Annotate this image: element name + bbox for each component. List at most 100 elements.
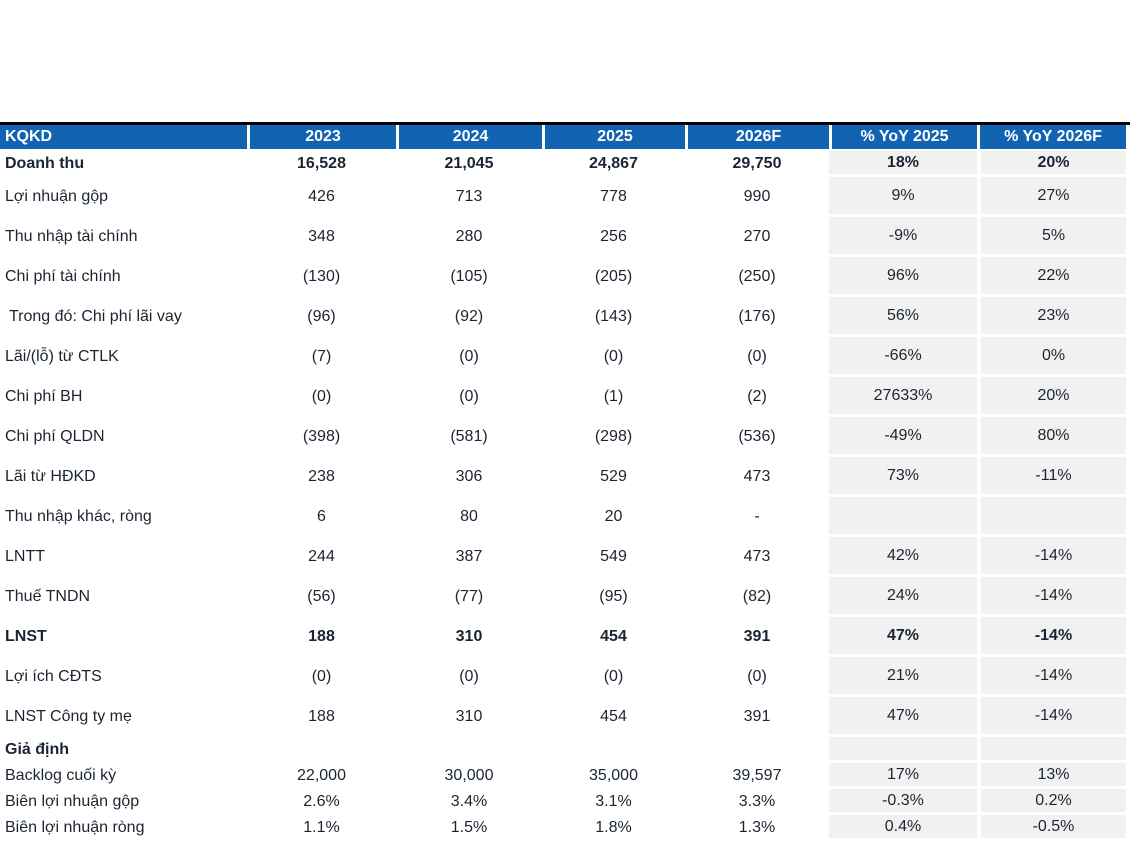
value-cell: 1.3%: [738, 819, 776, 836]
row-label: Chi phí QLDN: [5, 428, 105, 445]
table-row: Lợi ích CĐTS (0) (0) (0) (0) 21% -14%: [0, 657, 1126, 697]
yoy-value-cell: 23%: [977, 297, 1126, 337]
value-cell: (0): [747, 348, 767, 365]
yoy-value-cell: 0.2%: [977, 789, 1126, 815]
yoy-value-cell: -14%: [977, 657, 1126, 697]
row-label: Lợi ích CĐTS: [5, 668, 102, 685]
table-row: Thu nhập tài chính 348 280 256 270 -9% 5%: [0, 217, 1126, 257]
table-row: Thuế TNDN (56) (77) (95) (82) 24% -14%: [0, 577, 1126, 617]
value-cell: 3.3%: [738, 793, 776, 810]
value-cell: (176): [738, 308, 776, 325]
yoy-value-cell: -49%: [829, 417, 977, 457]
value-cell: 256: [600, 228, 627, 245]
yoy-value-cell: 27633%: [829, 377, 977, 417]
value-cell: 454: [600, 628, 627, 645]
value-cell: (95): [599, 588, 628, 605]
yoy-value-cell: -0.5%: [977, 815, 1126, 841]
value-cell: (0): [459, 388, 479, 405]
value-cell: (0): [459, 668, 479, 685]
value-cell: (56): [307, 588, 336, 605]
value-cell: 306: [455, 468, 483, 485]
value-cell: 3.4%: [450, 793, 488, 810]
column-header-yoy-2025: % YoY 2025: [829, 125, 977, 151]
row-label: Biên lợi nhuận ròng: [5, 819, 145, 836]
value-cell: 2.6%: [303, 793, 340, 810]
value-cell: 3.1%: [595, 793, 632, 810]
value-cell: (298): [594, 428, 633, 445]
value-cell: 391: [743, 628, 771, 645]
yoy-value-cell: 0%: [977, 337, 1126, 377]
column-header-2026f: 2026F: [685, 125, 829, 151]
value-cell: (0): [311, 388, 332, 405]
table-row: Trong đó: Chi phí lãi vay (96) (92) (143) (1…: [0, 297, 1126, 337]
value-cell: (143): [594, 308, 633, 325]
value-cell: 30,000: [444, 767, 494, 784]
column-header-2025: 2025: [542, 125, 685, 151]
row-label: Lãi từ HĐKD: [5, 468, 96, 485]
yoy-value-cell: -9%: [829, 217, 977, 257]
value-cell: 454: [600, 708, 627, 725]
row-label: LNST Công ty mẹ: [5, 708, 132, 725]
value-cell: 473: [743, 468, 771, 485]
yoy-value-cell: 20%: [977, 151, 1126, 177]
table-row: LNST 188 310 454 391 47% -14%: [0, 617, 1126, 657]
yoy-value-cell: 24%: [829, 577, 977, 617]
value-cell: [542, 737, 685, 763]
value-cell: 280: [455, 228, 483, 245]
value-cell: (0): [747, 668, 767, 685]
value-cell: (581): [450, 428, 488, 445]
value-cell: (82): [742, 588, 772, 605]
yoy-value-cell: 96%: [829, 257, 977, 297]
value-cell: 80: [460, 508, 478, 525]
value-cell: 310: [455, 708, 483, 725]
income-statement-table: KQKD 2023 2024 2025 2026F % YoY 2025 % Y…: [0, 125, 1126, 841]
row-label: Chi phí tài chính: [5, 268, 121, 285]
value-cell: (250): [738, 268, 776, 285]
value-cell: (105): [450, 268, 488, 285]
value-cell: (96): [307, 308, 336, 325]
value-cell: 16,528: [297, 155, 346, 172]
yoy-value-cell: 80%: [977, 417, 1126, 457]
value-cell: 387: [455, 548, 483, 565]
table-row: Backlog cuối kỳ 22,000 30,000 35,000 39,597 1…: [0, 763, 1126, 789]
yoy-value-cell: -11%: [977, 457, 1126, 497]
yoy-value-cell: 22%: [977, 257, 1126, 297]
value-cell: (77): [454, 588, 484, 605]
yoy-value-cell: 17%: [829, 763, 977, 789]
value-cell: (0): [603, 348, 624, 365]
row-label: Lợi nhuận gộp: [5, 188, 109, 205]
value-cell: 22,000: [297, 767, 346, 784]
table-row: Giả định: [0, 737, 1126, 763]
yoy-value-cell: 73%: [829, 457, 977, 497]
value-cell: 188: [308, 708, 335, 725]
value-cell: (205): [594, 268, 633, 285]
value-cell: (0): [311, 668, 332, 685]
yoy-value-cell: 5%: [977, 217, 1126, 257]
yoy-value-cell: 20%: [977, 377, 1126, 417]
row-label: Backlog cuối kỳ: [5, 767, 117, 784]
value-cell: 990: [743, 188, 771, 205]
table-row: Lãi từ HĐKD 238 306 529 473 73% -11%: [0, 457, 1126, 497]
value-cell: (0): [459, 348, 479, 365]
row-label: LNTT: [5, 548, 45, 565]
value-cell: 348: [308, 228, 335, 245]
value-cell: 473: [743, 548, 771, 565]
yoy-value-cell: 47%: [829, 697, 977, 737]
value-cell: 238: [308, 468, 335, 485]
yoy-value-cell: 56%: [829, 297, 977, 337]
yoy-value-cell: 42%: [829, 537, 977, 577]
yoy-value-cell: -0.3%: [829, 789, 977, 815]
value-cell: 778: [600, 188, 627, 205]
value-cell: 270: [743, 228, 771, 245]
yoy-value-cell: 13%: [977, 763, 1126, 789]
yoy-value-cell: -66%: [829, 337, 977, 377]
value-cell: (130): [302, 268, 341, 285]
value-cell: 35,000: [589, 767, 638, 784]
yoy-value-cell: [829, 497, 977, 537]
value-cell: 1.5%: [450, 819, 488, 836]
value-cell: 244: [308, 548, 335, 565]
value-cell: (536): [738, 428, 776, 445]
row-label: Thu nhập khác, ròng: [5, 508, 152, 525]
table-row: LNST Công ty mẹ 188 310 454 391 47% -14%: [0, 697, 1126, 737]
